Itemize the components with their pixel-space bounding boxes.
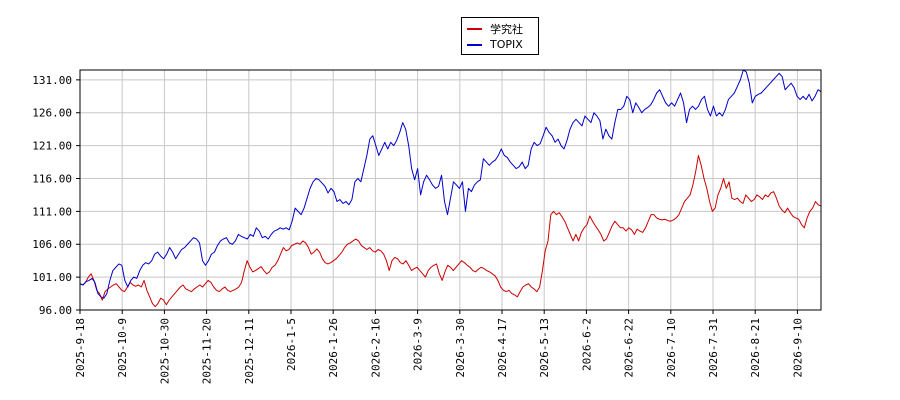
x-tick-label: 2026-1-26 xyxy=(327,318,340,378)
y-tick-label: 131.00 xyxy=(32,74,72,87)
x-tick-label: 2025-12-11 xyxy=(243,318,256,384)
legend-label-series-2: TOPIX xyxy=(490,38,523,51)
y-tick-label: 106.00 xyxy=(32,238,72,251)
x-tick-label: 2025-11-20 xyxy=(201,318,214,384)
series-layer xyxy=(79,69,822,308)
x-tick-label: 2026-7-31 xyxy=(707,318,720,378)
legend: 学究社 TOPIX xyxy=(461,17,539,55)
series-line-2 xyxy=(79,69,822,299)
x-tick-label: 2026-3-30 xyxy=(454,318,467,378)
legend-item-series-1: 学究社 xyxy=(467,21,523,36)
x-axis-ticks: 2025-9-18 2025-10-9 2025-10-30 2025-11-20 20… xyxy=(74,310,804,384)
x-tick-label: 2026-4-17 xyxy=(496,318,509,378)
y-tick-label: 111.00 xyxy=(32,205,72,218)
series-line-1 xyxy=(79,154,822,308)
plot-frame xyxy=(79,69,822,311)
x-tick-label: 2026-1-5 xyxy=(285,318,298,371)
x-tick-label: 2026-5-13 xyxy=(538,318,551,378)
y-tick-label: 96.00 xyxy=(39,304,72,317)
x-tick-label: 2026-6-2 xyxy=(580,318,593,371)
x-tick-label: 2025-10-30 xyxy=(158,318,171,384)
y-tick-label: 101.00 xyxy=(32,271,72,284)
x-tick-label: 2026-7-10 xyxy=(665,318,678,378)
legend-label-series-1: 学究社 xyxy=(490,22,523,36)
legend-swatch-series-2 xyxy=(467,43,482,46)
x-tick-label: 2025-9-18 xyxy=(74,318,87,378)
legend-item-series-2: TOPIX xyxy=(467,37,523,52)
y-tick-label: 121.00 xyxy=(32,140,72,153)
x-tick-label: 2026-8-21 xyxy=(749,318,762,378)
x-tick-label: 2026-3-9 xyxy=(412,318,425,371)
y-axis-ticks: 96.00 101.00 106.00 111.00 116.00 121.00 126.0… xyxy=(32,74,80,317)
x-tick-label: 2026-6-22 xyxy=(623,318,636,378)
plot-area xyxy=(79,69,822,311)
y-tick-label: 126.00 xyxy=(32,107,72,120)
grid xyxy=(79,70,821,311)
x-tick-label: 2026-9-10 xyxy=(791,318,804,378)
legend-swatch-series-1 xyxy=(467,27,482,30)
x-tick-label: 2026-2-16 xyxy=(369,318,382,378)
x-tick-label: 2025-10-9 xyxy=(116,318,129,378)
y-tick-label: 116.00 xyxy=(32,172,72,185)
